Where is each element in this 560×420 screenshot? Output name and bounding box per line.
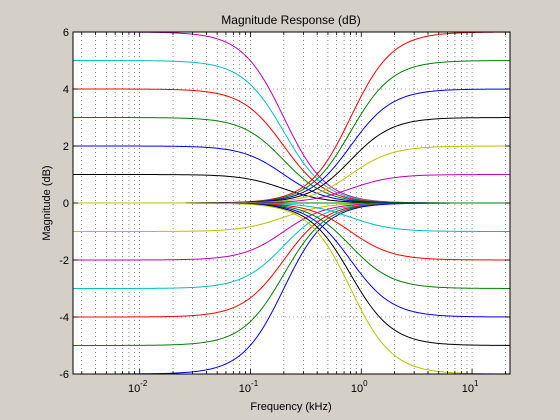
x-tick-label: 10-2 xyxy=(128,379,148,395)
x-tick-label: 101 xyxy=(462,379,479,395)
x-axis-label: Frequency (kHz) xyxy=(250,401,331,413)
y-tick-label: 0 xyxy=(63,198,69,210)
y-tick-label: -4 xyxy=(59,312,69,324)
tick-labels: 6 4 2 0 -2 -4 -6 10-2 10-1 100 101 xyxy=(59,27,479,395)
series-lines xyxy=(72,31,511,375)
chart-title: Magnitude Response (dB) xyxy=(221,13,360,27)
x-tick-label: 100 xyxy=(351,379,368,395)
y-tick-label: -2 xyxy=(59,255,69,267)
x-tick-label: 10-1 xyxy=(239,379,259,395)
y-tick-label: 6 xyxy=(63,27,69,39)
y-axis-label: Magnitude (dB) xyxy=(41,165,53,240)
tick-marks xyxy=(73,31,510,375)
y-tick-label: 4 xyxy=(63,84,69,96)
series-line xyxy=(73,202,511,375)
y-tick-label: -6 xyxy=(59,369,69,381)
y-tick-label: 2 xyxy=(63,141,69,153)
